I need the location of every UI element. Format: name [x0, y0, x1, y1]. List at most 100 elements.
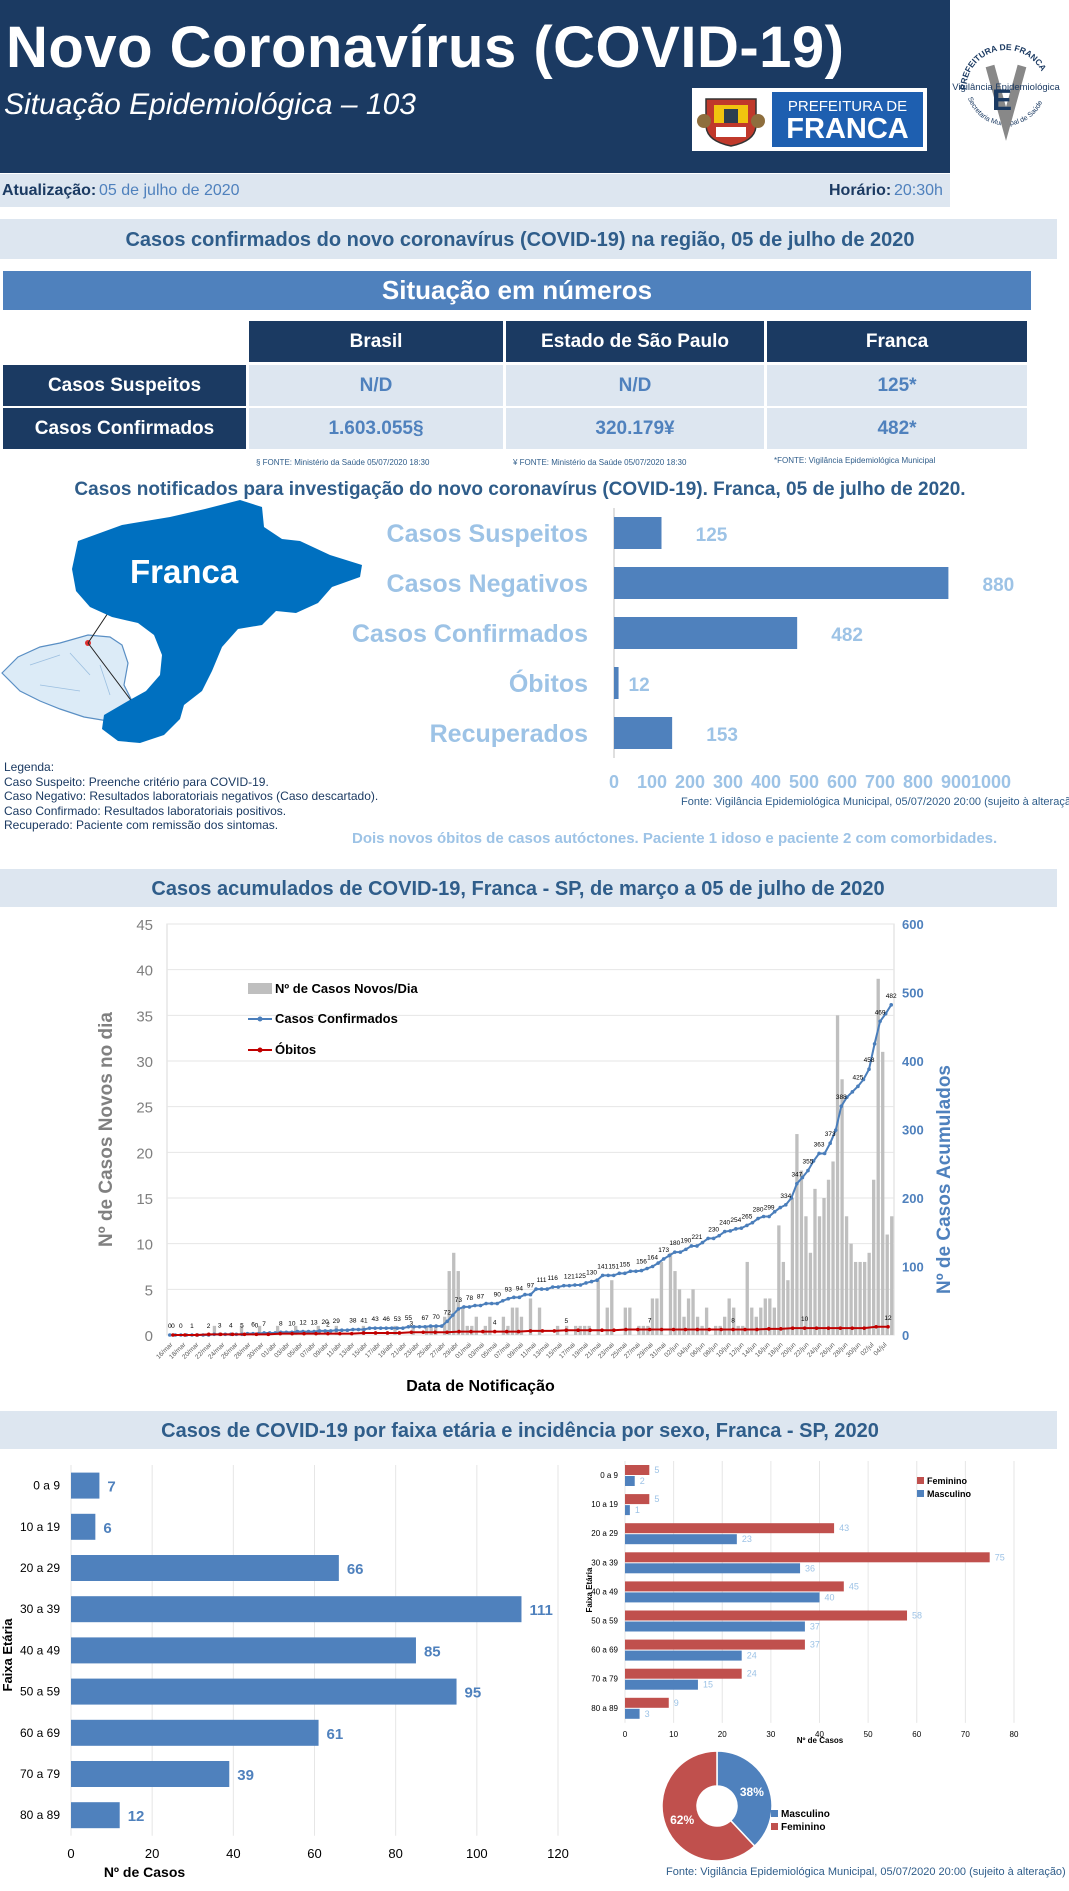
bar: [650, 1298, 655, 1335]
data-point: [600, 1328, 604, 1333]
data-point: [719, 1327, 723, 1332]
data-point: [516, 1329, 521, 1334]
data-label: 221: [692, 1234, 703, 1241]
data-point: [761, 1214, 766, 1219]
data-point: [671, 1327, 676, 1332]
data-label: 55: [405, 1315, 413, 1322]
data-point: [340, 1328, 344, 1333]
bar: [817, 1216, 822, 1335]
data-point: [290, 1331, 294, 1336]
data-point: [767, 1214, 771, 1219]
data-label: 388: [836, 1094, 847, 1101]
data-label: 355: [803, 1159, 814, 1166]
section4-bar: Casos de COVID-19 por faixa etária e inc…: [0, 1411, 1057, 1449]
bar: [853, 1261, 858, 1335]
data-point: [323, 1329, 327, 1333]
data-label: 254: [730, 1217, 741, 1224]
bar: [614, 567, 949, 599]
data-point: [306, 1329, 311, 1334]
bar: [71, 1719, 319, 1746]
bar: [668, 1252, 673, 1335]
x-axis-title: Data de Notificação: [406, 1378, 555, 1395]
legend-text: Legenda: Caso Suspeito: Preenche critéri…: [4, 760, 378, 833]
data-point: [206, 1332, 211, 1337]
data-label: 116: [548, 1275, 559, 1282]
data-label: 29: [333, 1318, 341, 1325]
legend-marker: [257, 1016, 263, 1022]
bar: [831, 1161, 835, 1335]
bar: [623, 1307, 627, 1335]
data-point: [722, 1229, 727, 1234]
data-point: [457, 1329, 461, 1334]
bar: [625, 1621, 805, 1632]
section1-bar: Casos confirmados do novo coronavírus (C…: [0, 219, 1057, 259]
data-label: 155: [619, 1261, 630, 1268]
section3-bar: Casos acumulados de COVID-19, Franca - S…: [0, 869, 1057, 907]
data-point: [750, 1220, 755, 1225]
data-point: [611, 1273, 616, 1278]
data-label: 40: [825, 1592, 835, 1602]
update-value: 05 de julho de 2020: [99, 182, 240, 199]
data-label: 37: [810, 1622, 820, 1632]
data-point: [772, 1209, 777, 1214]
data-label: 363: [814, 1141, 825, 1148]
data-point: [556, 1285, 561, 1289]
data-label: 45: [849, 1581, 859, 1591]
pie-slice: [716, 1750, 773, 1848]
data-point: [886, 1324, 890, 1329]
data-point: [433, 1330, 437, 1335]
category-label: 70 a 79: [20, 1767, 60, 1781]
data-point: [790, 1326, 795, 1330]
y2-axis-title: Nº de Casos Acumulados: [934, 1065, 955, 1294]
data-point: [356, 1327, 361, 1332]
data-label: 5: [654, 1494, 659, 1504]
section4-title: Casos de COVID-19 por faixa etária e inc…: [161, 1420, 879, 1442]
data-point: [739, 1226, 744, 1230]
data-label: 90: [494, 1291, 502, 1298]
data-point: [314, 1331, 318, 1336]
data-point: [484, 1301, 488, 1306]
data-label: 156: [636, 1259, 647, 1266]
data-point: [361, 1331, 366, 1335]
bar: [772, 1307, 776, 1335]
data-point: [817, 1151, 821, 1156]
category-label: 70 a 79: [591, 1675, 618, 1684]
bar: [528, 1298, 533, 1335]
data-point: [495, 1301, 500, 1306]
data-label: 72: [444, 1309, 452, 1316]
x-tick-label: 50: [864, 1730, 873, 1739]
category-label: 0 a 9: [33, 1479, 60, 1493]
data-point: [600, 1273, 605, 1278]
data-point: [683, 1327, 688, 1332]
x-tick-label: 80: [1010, 1730, 1019, 1739]
category-label: 0 a 9: [600, 1471, 618, 1480]
data-label: 280: [753, 1207, 764, 1214]
data-label: 7: [648, 1318, 652, 1325]
x-tick-label: 30: [766, 1730, 775, 1739]
data-point: [734, 1227, 738, 1231]
page-subtitle: Situação Epidemiológica – 103: [4, 88, 416, 121]
data-point: [789, 1196, 794, 1200]
bar: [862, 1261, 867, 1335]
data-point: [861, 1077, 866, 1082]
data-label: 36: [805, 1563, 815, 1573]
x-tick-label: 20: [145, 1846, 159, 1861]
data-point: [242, 1332, 247, 1337]
y-tick-label: 20: [136, 1145, 153, 1162]
x-tick-label: 500: [789, 772, 819, 792]
bar: [876, 978, 880, 1335]
data-point: [783, 1203, 788, 1207]
data-label: 12: [884, 1315, 892, 1322]
bar: [686, 1298, 691, 1335]
bar: [704, 1307, 709, 1335]
x-tick-label: 0: [623, 1730, 628, 1739]
data-label: 469: [875, 1009, 886, 1016]
bar: [808, 1252, 813, 1335]
data-point: [517, 1295, 522, 1300]
bar: [625, 1465, 650, 1475]
data-point: [755, 1327, 759, 1332]
y-axis-title: Faixa Etária: [0, 1618, 15, 1692]
data-point: [802, 1326, 807, 1330]
category-label: Casos Suspeitos: [387, 520, 588, 548]
x-tick-label: 700: [865, 772, 895, 792]
